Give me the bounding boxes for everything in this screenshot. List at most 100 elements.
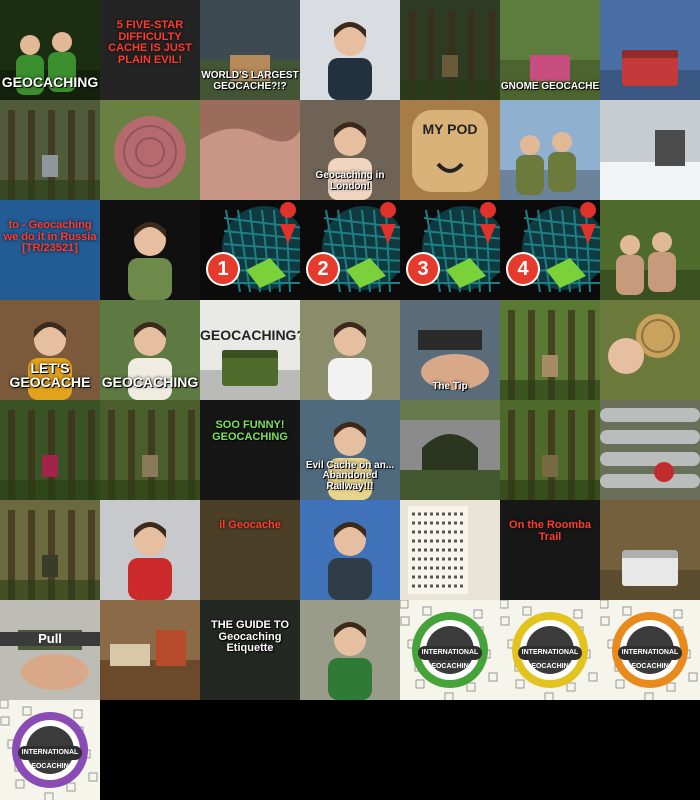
video-thumbnail[interactable]: THE GUIDE TO Geocaching Etiquette (200, 600, 300, 700)
video-thumbnail[interactable] (100, 200, 200, 300)
thumbnail-image (300, 100, 400, 200)
thumbnail-image (0, 300, 100, 400)
video-thumbnail[interactable] (400, 400, 500, 500)
video-thumbnail[interactable]: INTERNATIONAL GEOCACHING (600, 600, 700, 700)
video-thumbnail[interactable] (0, 100, 100, 200)
video-thumbnail[interactable]: 3 (400, 200, 500, 300)
video-thumbnail[interactable]: il Geocache (200, 500, 300, 600)
thumbnail-caption: 1 (206, 252, 240, 286)
thumbnail-image (300, 0, 400, 100)
video-thumbnail[interactable] (500, 400, 600, 500)
video-thumbnail[interactable] (100, 100, 200, 200)
video-thumbnail[interactable]: MY POD (400, 100, 500, 200)
video-thumbnail[interactable]: 2 (300, 200, 400, 300)
video-thumbnail[interactable] (600, 500, 700, 600)
thumbnail-image (400, 400, 500, 500)
thumbnail-caption: 2 (306, 252, 340, 286)
video-thumbnail[interactable]: 4 (500, 200, 600, 300)
video-thumbnail[interactable]: Geocaching in London! (300, 100, 400, 200)
thumbnail-image (400, 300, 500, 400)
video-thumbnail[interactable] (600, 100, 700, 200)
thumbnail-image (100, 500, 200, 600)
video-thumbnail[interactable] (300, 500, 400, 600)
thumbnail-caption: INTERNATIONAL GEOCACHING (418, 646, 482, 670)
video-thumbnail[interactable]: The Tip (400, 300, 500, 400)
thumbnail-image (600, 100, 700, 200)
thumbnail-image (200, 0, 300, 100)
video-thumbnail[interactable] (100, 600, 200, 700)
thumbnail-caption: INTERNATIONAL GEOCACHING (618, 646, 682, 670)
thumbnail-image (300, 500, 400, 600)
thumbnail-image (300, 200, 400, 300)
thumbnail-image (600, 400, 700, 500)
video-thumbnail[interactable] (500, 300, 600, 400)
video-thumbnail[interactable] (500, 100, 600, 200)
video-thumbnail[interactable] (600, 400, 700, 500)
thumbnail-image (0, 500, 100, 600)
video-thumbnail[interactable]: GNOME GEOCACHE (500, 0, 600, 100)
video-thumbnail[interactable] (200, 100, 300, 200)
thumbnail-image (200, 300, 300, 400)
thumbnail-image (600, 0, 700, 100)
thumbnail-image (400, 200, 500, 300)
video-thumbnail[interactable]: Pull (0, 600, 100, 700)
video-thumbnail[interactable] (600, 0, 700, 100)
video-thumbnail[interactable]: to - Geocaching we do it in Russia [TR/2… (0, 200, 100, 300)
video-thumbnail[interactable]: On the Roomba Trail (500, 500, 600, 600)
thumbnail-image (200, 500, 300, 600)
video-thumbnail[interactable] (600, 300, 700, 400)
video-thumbnail[interactable] (100, 500, 200, 600)
thumbnail-image (600, 600, 700, 700)
video-thumbnail[interactable] (400, 0, 500, 100)
video-thumbnail[interactable] (300, 300, 400, 400)
video-thumbnail[interactable]: INTERNATIONAL GEOCACHING (400, 600, 500, 700)
video-thumbnail[interactable]: LET'S GEOCACHE (0, 300, 100, 400)
thumbnail-image (200, 100, 300, 200)
thumbnail-image (600, 300, 700, 400)
thumbnail-image (0, 0, 100, 100)
video-thumbnail[interactable] (0, 400, 100, 500)
thumbnail-image (600, 200, 700, 300)
thumbnail-image (500, 200, 600, 300)
thumbnail-caption: 3 (406, 252, 440, 286)
video-thumbnail[interactable]: WORLD'S LARGEST GEOCACHE?!? (200, 0, 300, 100)
video-thumbnail[interactable]: INTERNATIONAL GEOCACHING (0, 700, 100, 800)
thumbnail-image (100, 200, 200, 300)
video-thumbnail[interactable] (600, 200, 700, 300)
thumbnail-caption: INTERNATIONAL GEOCACHING (18, 746, 82, 770)
thumbnail-image (500, 0, 600, 100)
thumbnail-image (500, 400, 600, 500)
video-thumbnail[interactable]: GEOCACHING (100, 300, 200, 400)
thumbnail-image (200, 600, 300, 700)
thumbnail-image (300, 400, 400, 500)
thumbnail-image (500, 500, 600, 600)
thumbnail-image (500, 600, 600, 700)
video-thumbnail[interactable]: GEOCACHING? (200, 300, 300, 400)
thumbnail-image (400, 100, 500, 200)
video-thumbnail[interactable]: GEOCACHING (0, 0, 100, 100)
thumbnail-image (100, 400, 200, 500)
video-thumbnail[interactable] (0, 500, 100, 600)
thumbnail-image (0, 400, 100, 500)
video-thumbnail[interactable] (100, 400, 200, 500)
thumbnail-image (200, 400, 300, 500)
video-thumbnail[interactable] (300, 0, 400, 100)
video-thumbnail[interactable]: INTERNATIONAL GEOCACHING (500, 600, 600, 700)
thumbnail-image (0, 200, 100, 300)
thumbnail-image (500, 300, 600, 400)
thumbnail-image (400, 0, 500, 100)
thumbnail-image (0, 100, 100, 200)
video-thumbnail[interactable] (400, 500, 500, 600)
thumbnail-image (300, 300, 400, 400)
video-thumbnail[interactable] (300, 600, 400, 700)
thumbnail-image (100, 0, 200, 100)
thumbnail-image (400, 500, 500, 600)
thumbnail-image (0, 600, 100, 700)
video-thumbnail[interactable]: Evil Cache on an... Abandoned Railway!!! (300, 400, 400, 500)
thumbnail-image (100, 100, 200, 200)
video-thumbnail[interactable]: SOO FUNNY! GEOCACHING (200, 400, 300, 500)
video-thumbnail[interactable]: 1 (200, 200, 300, 300)
video-thumbnail[interactable]: 5 FIVE-STAR DIFFICULTY CACHE IS JUST PLA… (100, 0, 200, 100)
thumbnail-image (600, 500, 700, 600)
